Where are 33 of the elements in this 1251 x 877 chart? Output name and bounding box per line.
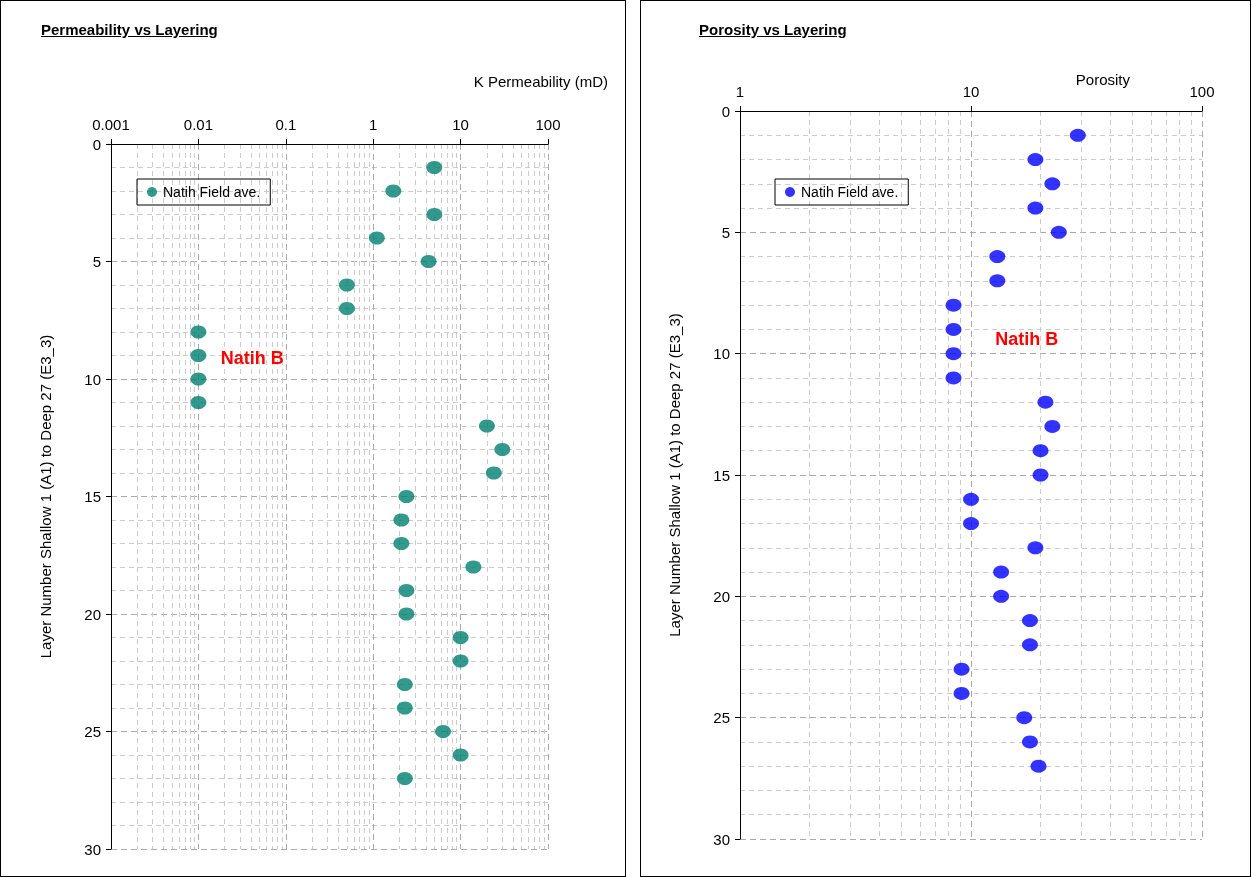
annotation: Natih B xyxy=(220,348,284,369)
y-tick-label: 5 xyxy=(721,223,730,241)
x-tick-label: 10 xyxy=(962,83,980,100)
x-tick-label: 100 xyxy=(535,116,561,133)
y-tick-label: 5 xyxy=(92,253,101,270)
x-tick-label: 1 xyxy=(735,83,745,100)
y-tick-label: 10 xyxy=(713,345,730,363)
x-tick-label: 1 xyxy=(369,116,378,133)
x-tick-label: 0.001 xyxy=(92,116,130,133)
y-tick-label: 0 xyxy=(92,135,101,153)
x-tick-label: 100 xyxy=(1189,83,1215,100)
x-tick-label: 0.1 xyxy=(275,116,297,133)
y-tick-label: 20 xyxy=(713,587,730,605)
x-axis-title: K Permeability (mD) xyxy=(473,73,608,90)
x-axis-title: Porosity xyxy=(1075,71,1130,88)
legend-label: Natih Field ave. xyxy=(801,184,899,200)
y-tick-label: 25 xyxy=(84,723,101,740)
x-tick-label: 0.01 xyxy=(183,116,213,133)
legend-label: Natih Field ave. xyxy=(163,184,261,200)
y-tick-label: 15 xyxy=(84,488,101,505)
y-tick-label: 0 xyxy=(721,102,730,120)
y-tick-label: 25 xyxy=(713,709,730,727)
y-tick-label: 20 xyxy=(84,605,101,623)
x-tick-label: 10 xyxy=(452,116,469,133)
y-tick-label: 15 xyxy=(713,466,730,484)
y-tick-label: 10 xyxy=(84,370,101,388)
y-tick-label: 30 xyxy=(84,840,101,858)
chart-title: Permeability vs Layering xyxy=(41,21,218,38)
annotation: Natih B xyxy=(995,329,1059,349)
chart-title: Porosity vs Layering xyxy=(699,21,847,38)
y-axis-title: Layer Number Shallow 1 (A1) to Deep 27 (E3_3) xyxy=(37,334,54,659)
y-tick-label: 30 xyxy=(713,830,730,848)
y-axis-title: Layer Number Shallow 1 (A1) to Deep 27 (E3_3) xyxy=(666,313,683,637)
